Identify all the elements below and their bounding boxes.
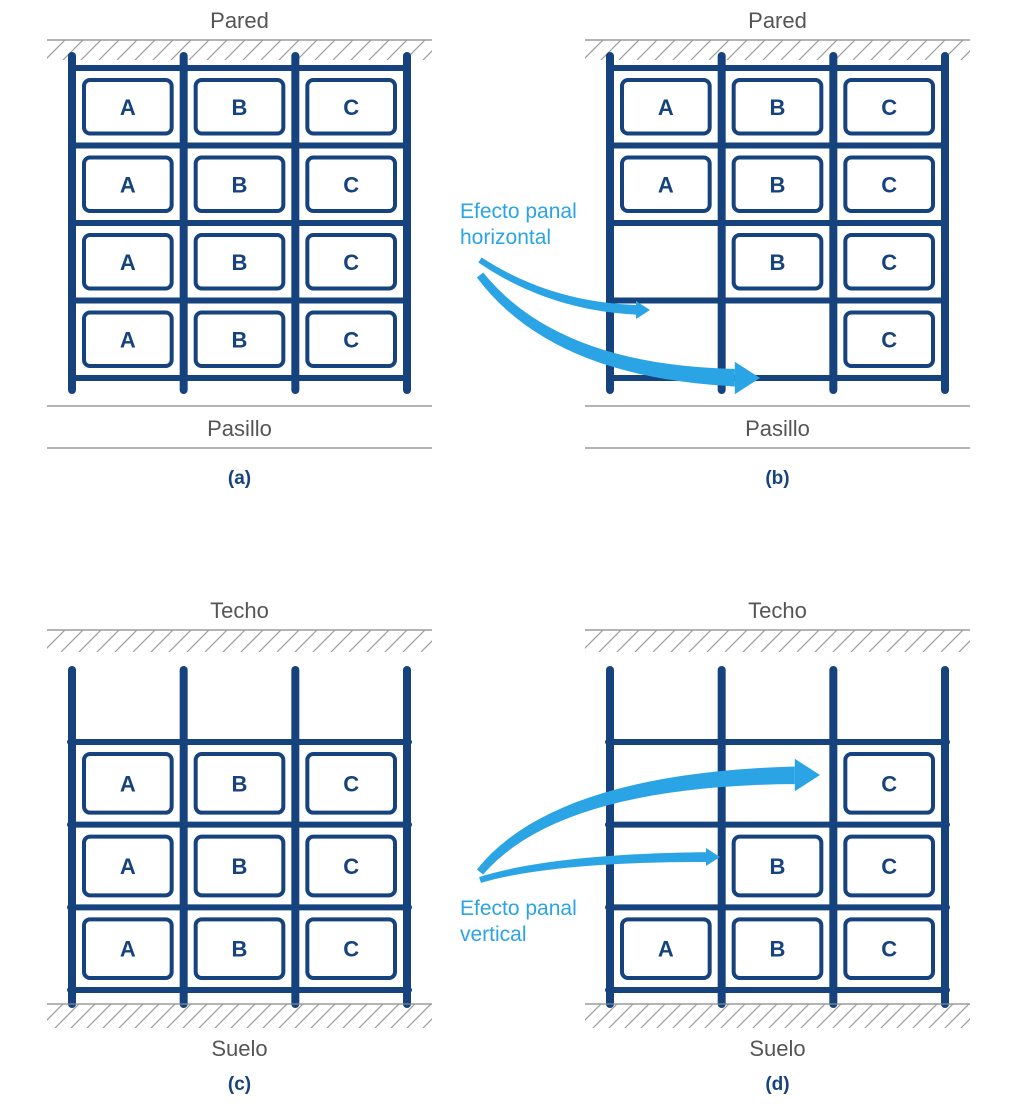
svg-text:B: B: [232, 854, 248, 879]
svg-text:C: C: [343, 95, 359, 120]
svg-text:C: C: [881, 854, 897, 879]
svg-text:B: B: [232, 95, 248, 120]
svg-text:B: B: [770, 937, 786, 962]
svg-text:A: A: [120, 95, 136, 120]
diagram-root: Pared A B C A B C A B C A B C Pasillo (a) Pared A B C A B C B C…: [0, 0, 1024, 1115]
svg-text:A: A: [120, 327, 136, 352]
svg-text:Efecto panal: Efecto panal: [460, 200, 577, 223]
svg-text:A: A: [120, 172, 136, 197]
svg-text:C: C: [343, 854, 359, 879]
svg-text:horizontal: horizontal: [460, 226, 551, 249]
panel-b: Pared A B C A B C B C C Pasillo (b) Efecto panal hori…: [460, 8, 999, 489]
svg-text:C: C: [343, 771, 359, 796]
svg-text:B: B: [232, 250, 248, 275]
svg-text:B: B: [770, 172, 786, 197]
svg-text:C: C: [881, 937, 897, 962]
label-pared: Pared: [210, 8, 269, 33]
svg-text:C: C: [343, 937, 359, 962]
svg-text:Techo: Techo: [748, 598, 807, 623]
panel-c: Techo A B C A B C A B C Suelo (c): [23, 598, 479, 1095]
svg-text:A: A: [120, 854, 136, 879]
panel-d: Techo C B C A B C Suelo (d) Efecto panal vertical: [460, 598, 1017, 1095]
svg-text:B: B: [770, 95, 786, 120]
svg-text:C: C: [343, 327, 359, 352]
svg-text:Techo: Techo: [210, 598, 269, 623]
svg-text:Pasillo: Pasillo: [207, 416, 272, 441]
svg-text:C: C: [343, 172, 359, 197]
svg-text:A: A: [120, 250, 136, 275]
svg-text:(d): (d): [765, 1074, 789, 1095]
svg-text:C: C: [881, 771, 897, 796]
svg-text:vertical: vertical: [460, 923, 527, 946]
svg-text:B: B: [770, 854, 786, 879]
svg-text:Efecto panal: Efecto panal: [460, 897, 577, 920]
panel-a: Pared A B C A B C A B C A B C Pasillo (a): [27, 8, 461, 489]
svg-text:C: C: [343, 250, 359, 275]
svg-text:A: A: [120, 771, 136, 796]
svg-text:B: B: [232, 771, 248, 796]
svg-text:A: A: [658, 937, 674, 962]
svg-text:C: C: [881, 95, 897, 120]
svg-text:A: A: [120, 937, 136, 962]
svg-text:B: B: [232, 327, 248, 352]
svg-text:B: B: [770, 250, 786, 275]
svg-text:C: C: [881, 250, 897, 275]
svg-text:(b): (b): [765, 468, 789, 489]
svg-text:A: A: [658, 95, 674, 120]
svg-text:B: B: [232, 937, 248, 962]
svg-text:Pasillo: Pasillo: [745, 416, 810, 441]
svg-text:(a): (a): [228, 468, 251, 489]
label-pared: Pared: [748, 8, 807, 33]
svg-text:C: C: [881, 172, 897, 197]
svg-text:Suelo: Suelo: [749, 1036, 805, 1061]
svg-text:A: A: [658, 172, 674, 197]
svg-text:(c): (c): [228, 1074, 251, 1095]
svg-text:B: B: [232, 172, 248, 197]
svg-text:Suelo: Suelo: [211, 1036, 267, 1061]
svg-text:C: C: [881, 327, 897, 352]
